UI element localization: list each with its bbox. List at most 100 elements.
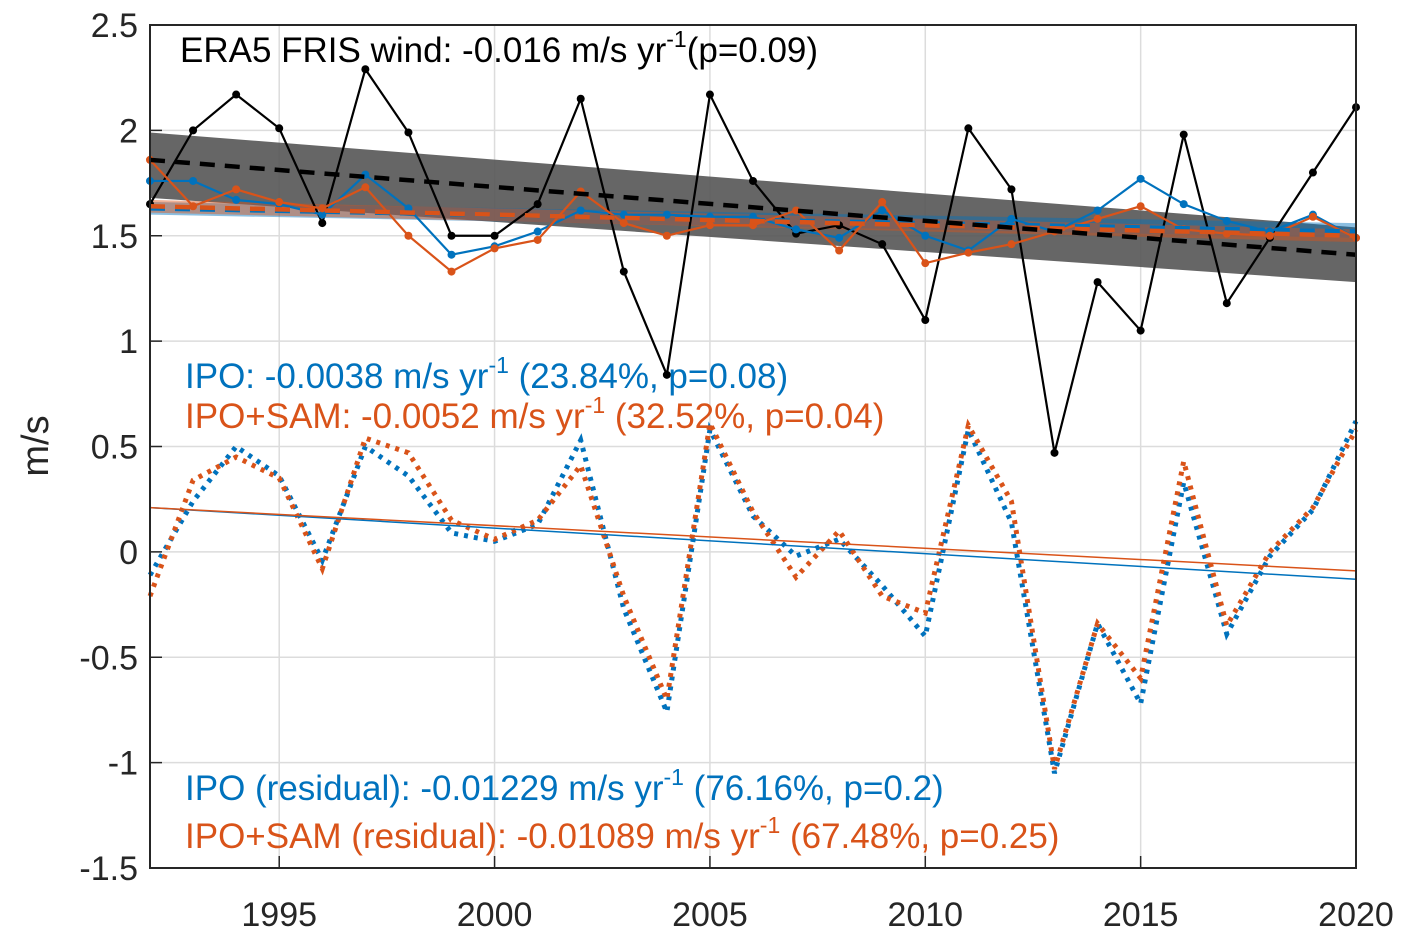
marker bbox=[189, 176, 198, 185]
y-tick-label: 0 bbox=[119, 534, 138, 572]
marker bbox=[1136, 174, 1145, 183]
marker bbox=[189, 202, 198, 211]
marker bbox=[921, 316, 930, 325]
marker bbox=[1007, 240, 1016, 249]
annotation-text: IPO: -0.0038 m/s yr bbox=[185, 357, 489, 396]
marker bbox=[835, 246, 844, 255]
annotation-text: ERA5 FRIS wind: -0.016 m/s yr bbox=[180, 31, 667, 70]
series-line bbox=[149, 203, 1357, 238]
marker bbox=[490, 231, 499, 240]
annotation-text: IPO+SAM: -0.0052 m/s yr bbox=[185, 397, 585, 436]
y-tick-label: 1.5 bbox=[91, 218, 138, 256]
x-tick-label: 2015 bbox=[1103, 896, 1179, 934]
annotation-sup: -1 bbox=[666, 26, 686, 52]
annotation-text: IPO+SAM (residual): -0.01089 m/s yr bbox=[185, 817, 760, 856]
series-line bbox=[149, 506, 1357, 572]
marker bbox=[1007, 214, 1016, 223]
annotation-sup: -1 bbox=[664, 764, 684, 790]
marker bbox=[361, 65, 370, 74]
marker bbox=[878, 206, 887, 215]
y-tick-label: -1 bbox=[108, 745, 138, 783]
x-tick-label: 2000 bbox=[457, 896, 533, 934]
marker bbox=[318, 219, 327, 228]
x-tick-label: 2010 bbox=[887, 896, 963, 934]
marker bbox=[318, 210, 327, 219]
annotation-text: (23.84%, p=0.08) bbox=[509, 357, 788, 396]
marker bbox=[1222, 216, 1231, 225]
marker bbox=[447, 267, 456, 276]
marker bbox=[533, 227, 542, 236]
marker bbox=[1136, 202, 1145, 211]
marker bbox=[1179, 130, 1188, 139]
marker bbox=[189, 126, 198, 135]
marker bbox=[490, 244, 499, 253]
marker bbox=[404, 128, 413, 137]
marker bbox=[533, 200, 542, 209]
marker bbox=[232, 195, 241, 204]
marker bbox=[705, 90, 714, 99]
annotation-sup: -1 bbox=[760, 812, 780, 838]
marker bbox=[878, 198, 887, 207]
marker bbox=[533, 235, 542, 244]
annotation: IPO+SAM: -0.0052 m/s yr-1 (32.52%, p=0.0… bbox=[185, 392, 884, 436]
marker bbox=[1007, 185, 1016, 194]
x-tick-label: 2020 bbox=[1318, 896, 1394, 934]
marker bbox=[878, 240, 887, 249]
annotation-text: (32.52%, p=0.04) bbox=[605, 397, 884, 436]
y-axis-label: m/s bbox=[15, 415, 57, 476]
annotation: IPO+SAM (residual): -0.01089 m/s yr-1 (6… bbox=[185, 812, 1059, 856]
marker bbox=[275, 198, 284, 207]
series-line bbox=[149, 506, 1357, 581]
marker bbox=[447, 231, 456, 240]
marker bbox=[705, 221, 714, 230]
marker bbox=[447, 250, 456, 259]
y-tick-label: 0.5 bbox=[91, 429, 138, 467]
annotation: ERA5 FRIS wind: -0.016 m/s yr-1(p=0.09) bbox=[180, 26, 818, 70]
marker bbox=[1050, 448, 1059, 457]
marker bbox=[1093, 278, 1102, 287]
annotation: IPO: -0.0038 m/s yr-1 (23.84%, p=0.08) bbox=[185, 352, 788, 396]
marker bbox=[921, 231, 930, 240]
x-tick-label: 2005 bbox=[672, 896, 748, 934]
marker bbox=[1093, 206, 1102, 215]
y-tick-label: 2.5 bbox=[91, 7, 138, 45]
marker bbox=[576, 206, 585, 215]
x-tick-label: 1995 bbox=[241, 896, 317, 934]
marker bbox=[232, 90, 241, 99]
annotation: IPO (residual): -0.01229 m/s yr-1 (76.16… bbox=[185, 764, 944, 808]
marker bbox=[1265, 231, 1274, 240]
marker bbox=[318, 204, 327, 213]
marker bbox=[662, 370, 671, 379]
y-tick-label: -0.5 bbox=[79, 639, 138, 677]
annotation-sup: -1 bbox=[488, 352, 508, 378]
axes-box bbox=[149, 24, 1357, 869]
marker bbox=[964, 248, 973, 257]
marker bbox=[792, 225, 801, 234]
marker bbox=[1179, 200, 1188, 209]
marker bbox=[361, 183, 370, 192]
marker bbox=[835, 233, 844, 242]
marker bbox=[1136, 326, 1145, 335]
annotation-sup: -1 bbox=[585, 392, 605, 418]
series-line bbox=[147, 415, 1359, 770]
annotation-text: (76.16%, p=0.2) bbox=[684, 769, 944, 808]
marker bbox=[619, 267, 628, 276]
y-tick-label: 2 bbox=[119, 112, 138, 150]
y-tick-label: -1.5 bbox=[79, 850, 138, 888]
marker bbox=[1308, 212, 1317, 221]
marker bbox=[1308, 168, 1317, 177]
marker bbox=[964, 124, 973, 133]
marker bbox=[921, 259, 930, 268]
annotation-text: (p=0.09) bbox=[687, 31, 818, 70]
series-line bbox=[149, 157, 1357, 257]
annotation-text: IPO (residual): -0.01229 m/s yr bbox=[185, 769, 664, 808]
series-line bbox=[147, 420, 1359, 774]
marker bbox=[749, 176, 757, 185]
plot-area: 2.5 2 1.5 1 0.5 0 -0.5 -1 -1.5 1995 2000 2005 2010 20… bbox=[79, 7, 1393, 934]
marker bbox=[404, 231, 413, 240]
marker bbox=[576, 94, 585, 103]
marker bbox=[1093, 214, 1102, 223]
marker bbox=[662, 231, 671, 240]
marker bbox=[275, 124, 284, 133]
